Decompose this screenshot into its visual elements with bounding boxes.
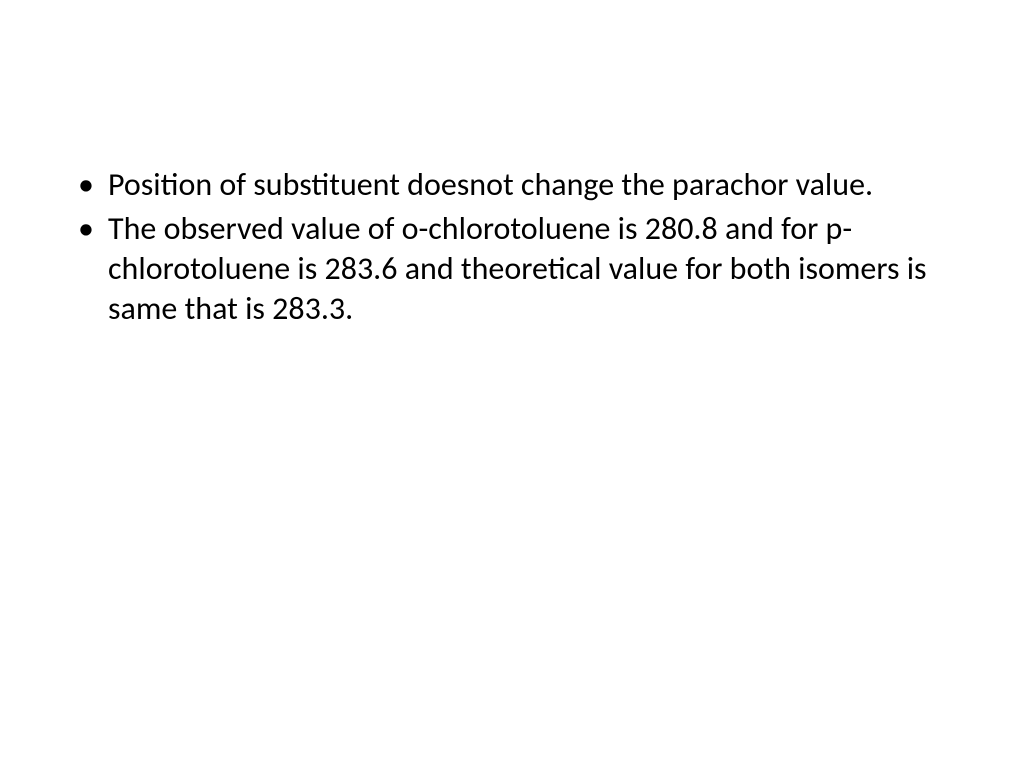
bullet-text: Position of substituent doesnot change t… bbox=[108, 165, 873, 204]
bullet-text: The observed value of o-chlorotoluene is… bbox=[108, 209, 927, 328]
bullet-list: Position of substituent doesnot change t… bbox=[70, 165, 954, 329]
bullet-item: Position of substituent doesnot change t… bbox=[70, 165, 954, 205]
slide-content: Position of substituent doesnot change t… bbox=[70, 165, 954, 333]
bullet-item: The observed value of o-chlorotoluene is… bbox=[70, 209, 954, 329]
